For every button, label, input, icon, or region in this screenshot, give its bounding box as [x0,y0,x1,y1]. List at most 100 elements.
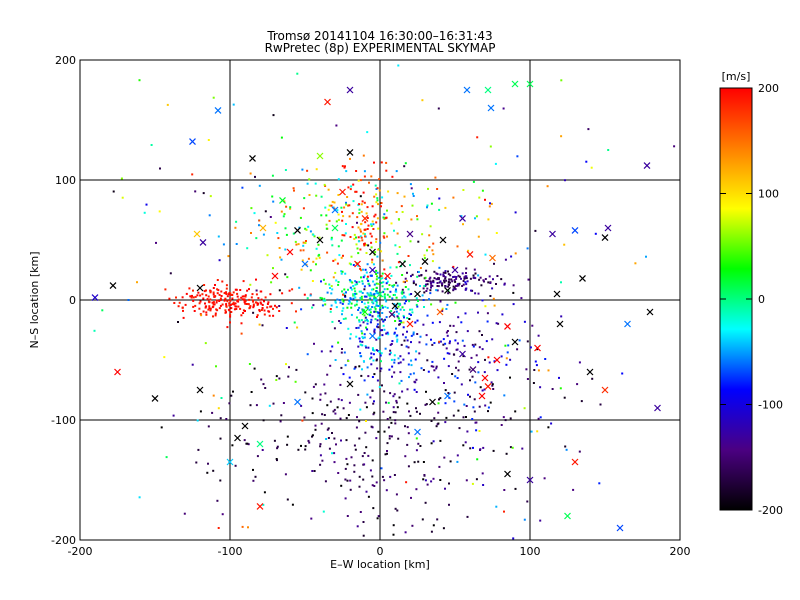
scatter-dot [470,356,473,359]
scatter-dot [177,321,179,323]
scatter-dot [326,404,329,407]
scatter-dot [363,285,366,288]
scatter-dot [438,208,441,211]
scatter-dot [472,274,475,277]
scatter-dot [487,410,489,413]
scatter-dot [363,333,366,336]
scatter-dot [432,281,435,284]
scatter-dot [373,299,376,302]
scatter-dot [264,210,267,213]
scatter-dot [306,353,309,356]
scatter-dot [379,278,382,281]
scatter-dot [373,411,376,414]
scatter-dot [428,234,431,237]
scatter-dot [195,461,198,464]
scatter-dot [393,474,396,476]
scatter-dot [338,254,341,257]
scatter-dot [361,200,364,203]
scatter-dot [214,284,216,286]
scatter-dot [455,284,457,287]
scatter-dot [342,300,345,303]
scatter-dot [362,154,365,157]
scatter-dot [249,404,252,407]
scatter-dot [417,240,420,243]
scatter-dot [358,212,361,215]
scatter-dot [302,241,305,244]
scatter-dot [284,473,287,476]
scatter-cross [504,322,511,330]
scatter-dot [411,311,414,314]
x-axis-label: E–W location [km] [330,558,430,571]
scatter-dot [350,185,353,188]
scatter-dot [233,308,236,311]
scatter-dot [211,306,214,309]
scatter-dot [385,169,388,172]
scatter-dot [414,358,417,361]
scatter-dot [397,317,400,320]
scatter-dot [229,315,232,318]
scatter-dot [425,390,427,393]
scatter-dot [357,179,360,182]
scatter-dot [143,211,146,214]
scatter-dot [326,373,329,376]
scatter-dot [323,383,326,386]
scatter-cross [414,428,421,436]
scatter-dot [408,376,410,379]
scatter-dot [361,344,364,347]
scatter-dot [417,271,420,273]
scatter-dot [418,341,421,344]
scatter-dot [218,259,221,262]
scatter-dot [372,288,375,291]
scatter-dot [345,417,348,420]
scatter-dot [364,221,367,224]
scatter-dot [441,284,444,287]
scatter-dot [537,369,540,372]
scatter-dot [221,303,224,306]
scatter-dot [306,182,309,185]
scatter-dot [282,402,285,404]
scatter-dot [402,358,405,361]
scatter-dot [328,204,331,207]
scatter-dot [297,243,300,246]
scatter-dot [216,499,219,502]
scatter-dot [307,257,310,260]
scatter-dot [462,280,465,282]
scatter-dot [300,444,302,447]
scatter-dot [447,273,450,276]
scatter-dot [202,297,205,300]
scatter-dot [393,284,396,287]
scatter-dot [452,285,455,288]
scatter-dot [204,302,206,305]
scatter-dot [320,350,323,353]
scatter-dot [242,295,245,298]
scatter-dot [290,302,293,305]
scatter-dot [236,292,239,295]
scatter-dot [500,355,503,358]
scatter-dot [521,447,524,450]
scatter-dot [339,417,342,420]
scatter-dot [344,232,347,235]
scatter-dot [360,298,363,301]
scatter-dot [504,344,507,347]
scatter-dot [240,332,243,335]
scatter-dot [433,369,436,372]
scatter-dot [370,356,373,359]
scatter-dot [478,196,481,199]
scatter-cross [109,282,117,290]
scatter-dot [536,348,539,351]
scatter-dot [560,135,563,138]
scatter-dot [271,174,274,177]
scatter-dot [370,425,373,428]
scatter-dot [165,456,168,459]
scatter-dot [442,338,445,341]
scatter-dot [378,189,381,192]
scatter-dot [370,363,373,366]
scatter-cross [586,368,594,376]
scatter-dot [258,323,261,326]
scatter-dot [560,79,563,82]
scatter-dot [423,306,425,308]
scatter-dot [211,411,214,414]
scatter-dot [453,275,456,278]
scatter-dot [220,290,223,293]
